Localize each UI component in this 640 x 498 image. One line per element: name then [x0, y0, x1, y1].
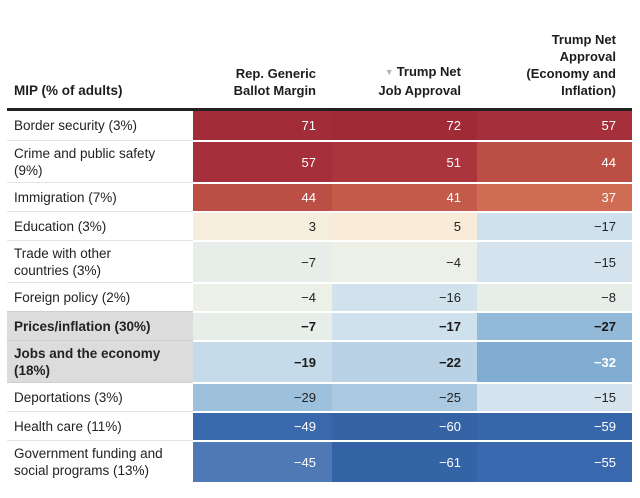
row-label: Health care (11%): [7, 411, 193, 440]
column-header-line: Inflation): [561, 83, 616, 98]
row-label: Immigration (7%): [7, 182, 193, 211]
column-header-line: Approval: [559, 49, 616, 64]
table-row: Foreign policy (2%) −4 −16 −8: [7, 282, 632, 311]
value-cell: −32: [477, 340, 632, 382]
table-row: Border security (3%) 71 72 57: [7, 111, 632, 140]
row-header-label: MIP (% of adults): [14, 83, 123, 98]
value-cell: −15: [477, 382, 632, 411]
value-cell: 72: [332, 111, 477, 140]
column-header-line: ▼ Trump Net: [384, 64, 461, 79]
value-cell: −17: [477, 211, 632, 240]
value-cell: −16: [332, 282, 477, 311]
table-row: Health care (11%) −49 −60 −59: [7, 411, 632, 440]
value-cell: −61: [332, 440, 477, 482]
column-header-line: Job Approval: [378, 83, 461, 98]
value-cell: −59: [477, 411, 632, 440]
table-row: Education (3%) 3 5 −17: [7, 211, 632, 240]
table-header-row: MIP (% of adults) Rep. Generic Ballot Ma…: [7, 0, 632, 111]
row-label: Trade with other countries (3%): [7, 240, 193, 282]
column-header-line: Rep. Generic: [235, 66, 316, 81]
column-header-line: Trump Net: [551, 32, 616, 47]
sort-descending-icon: ▼: [384, 67, 394, 77]
row-label: Prices/inflation (30%): [7, 311, 193, 340]
column-header-trump-net-job-approval: ▼ Trump Net Job Approval: [332, 63, 477, 108]
table-row: Deportations (3%) −29 −25 −15: [7, 382, 632, 411]
value-cell: −27: [477, 311, 632, 340]
column-header-line: Ballot Margin: [233, 83, 316, 98]
value-cell: 44: [477, 140, 632, 182]
value-cell: 41: [332, 182, 477, 211]
column-header-rep-generic-ballot-margin: Rep. Generic Ballot Margin: [193, 65, 332, 108]
value-cell: 57: [477, 111, 632, 140]
table-row-highlighted: Jobs and the economy (18%) −19 −22 −32: [7, 340, 632, 382]
value-cell: −7: [193, 240, 332, 282]
value-cell: −4: [193, 282, 332, 311]
row-label: Jobs and the economy (18%): [7, 340, 193, 382]
value-cell: −22: [332, 340, 477, 382]
row-label: Foreign policy (2%): [7, 282, 193, 311]
table-row: Trade with other countries (3%) −7 −4 −1…: [7, 240, 632, 282]
column-header-trump-net-approval-economy-inflation: Trump Net Approval (Economy and Inflatio…: [477, 31, 632, 108]
row-label: Border security (3%): [7, 111, 193, 140]
value-cell: −29: [193, 382, 332, 411]
value-cell: −45: [193, 440, 332, 482]
row-label: Deportations (3%): [7, 382, 193, 411]
value-cell: −60: [332, 411, 477, 440]
value-cell: −7: [193, 311, 332, 340]
value-cell: 51: [332, 140, 477, 182]
value-cell: −19: [193, 340, 332, 382]
value-cell: 44: [193, 182, 332, 211]
table-row: Crime and public safety (9%) 57 51 44: [7, 140, 632, 182]
heatmap-table: MIP (% of adults) Rep. Generic Ballot Ma…: [7, 0, 632, 482]
table-row-highlighted: Prices/inflation (30%) −7 −17 −27: [7, 311, 632, 340]
table-row: Immigration (7%) 44 41 37: [7, 182, 632, 211]
value-cell: −4: [332, 240, 477, 282]
column-header-line: (Economy and: [526, 66, 616, 81]
table-row: Government funding and social programs (…: [7, 440, 632, 482]
value-cell: 3: [193, 211, 332, 240]
value-cell: −8: [477, 282, 632, 311]
value-cell: −49: [193, 411, 332, 440]
value-cell: −17: [332, 311, 477, 340]
value-cell: −55: [477, 440, 632, 482]
value-cell: 37: [477, 182, 632, 211]
row-label: Government funding and social programs (…: [7, 440, 193, 482]
row-label: Crime and public safety (9%): [7, 140, 193, 182]
value-cell: −15: [477, 240, 632, 282]
value-cell: 71: [193, 111, 332, 140]
value-cell: 5: [332, 211, 477, 240]
value-cell: 57: [193, 140, 332, 182]
value-cell: −25: [332, 382, 477, 411]
row-label: Education (3%): [7, 211, 193, 240]
